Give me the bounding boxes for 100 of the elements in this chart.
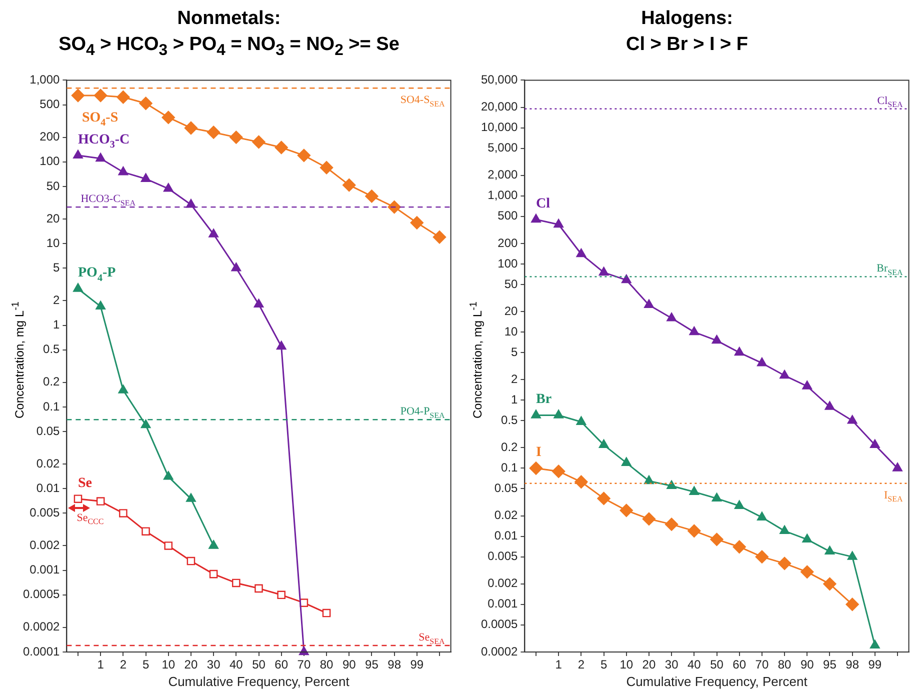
point	[96, 300, 106, 310]
y-tick-label: 0.1	[501, 460, 518, 475]
point	[206, 126, 220, 139]
point	[531, 410, 541, 418]
series-label: Se	[78, 476, 92, 491]
point	[73, 283, 83, 292]
x-tick-label: 50	[252, 658, 266, 672]
x-tick-label: 2	[120, 658, 127, 672]
x-tick-label: 98	[388, 658, 402, 672]
x-tick-label: 70	[297, 658, 311, 672]
x-tick-label: 98	[846, 658, 860, 672]
point	[140, 173, 151, 182]
point	[824, 401, 835, 410]
y-tick-label: 500	[498, 208, 518, 223]
point	[163, 471, 174, 480]
point	[297, 148, 311, 162]
chart-title: Halogens: Cl > Br > I > F	[625, 7, 749, 57]
point	[689, 486, 700, 495]
point	[621, 457, 632, 466]
point	[96, 497, 105, 506]
point	[71, 88, 85, 102]
point	[576, 416, 586, 425]
x-tick-label: 60	[274, 658, 288, 672]
point	[802, 380, 812, 390]
point	[847, 551, 858, 560]
y-tick-label: 0.05	[494, 481, 518, 496]
x-tick-label: 70	[755, 658, 769, 672]
point	[274, 140, 288, 154]
x-tick-label: 5	[600, 658, 608, 672]
point	[208, 228, 218, 238]
y-tick-label: 0.0005	[481, 617, 518, 632]
y-tick-label: 0.2	[43, 374, 60, 389]
y-tick-label: 5,000	[488, 140, 518, 155]
point	[780, 525, 790, 534]
point	[554, 410, 564, 418]
point	[688, 524, 701, 538]
point	[870, 640, 880, 648]
chart-title: Nonmetals: SO$_{4}$ > HCO$_{3}$ > PO$_{4}$ = NO$_{3}$ = NO$_{2}$ >= Se	[58, 8, 400, 59]
y-tick-label: 1	[53, 318, 60, 332]
point	[554, 218, 564, 228]
point	[531, 214, 541, 223]
y-tick-label: 20,000	[481, 100, 518, 114]
series-label: Cl	[536, 196, 550, 212]
y-tick-label: 2,000	[488, 168, 518, 182]
point	[824, 546, 835, 555]
point	[620, 504, 633, 518]
point	[410, 216, 424, 230]
point	[322, 608, 331, 618]
y-tick-label: 0.5	[43, 342, 60, 356]
y-tick-label: 0.2	[501, 440, 518, 454]
y-tick-label: 20	[46, 211, 60, 226]
y-tick-label: 5	[53, 260, 60, 274]
point	[164, 542, 173, 550]
y-tick-label: 1	[511, 392, 518, 406]
x-tick-label: 10	[162, 658, 176, 672]
point	[870, 439, 880, 448]
y-tick-label: 0.05	[36, 424, 60, 438]
y-tick-label: 0.5	[501, 412, 518, 427]
y-tick-label: 50,000	[481, 72, 518, 87]
y-tick-label: 500	[40, 97, 60, 112]
point	[232, 578, 240, 588]
point	[778, 556, 792, 570]
point	[552, 464, 566, 478]
y-tick-label: 100	[498, 256, 518, 270]
point	[74, 494, 82, 503]
series-label: Br	[536, 392, 552, 408]
point	[846, 598, 859, 612]
y-tick-label: 1,000	[488, 188, 518, 202]
point	[574, 475, 588, 488]
y-tick-label: 0.0001	[23, 644, 60, 658]
y-tick-label: 200	[40, 130, 60, 144]
x-tick-label: 40	[687, 658, 702, 672]
point	[598, 439, 609, 448]
point	[118, 166, 128, 176]
y-tick-label: 0.02	[494, 508, 518, 522]
point	[119, 509, 128, 518]
point	[529, 462, 543, 475]
point	[823, 577, 836, 591]
y-tick-label: 0.0002	[481, 644, 518, 658]
x-tick-label: 95	[365, 658, 379, 672]
x-tick-label: 20	[642, 658, 656, 672]
point	[757, 358, 767, 366]
y-tick-label: 0.1	[43, 399, 60, 414]
point	[666, 312, 676, 322]
y-tick-label: 2	[53, 292, 60, 307]
x-tick-label: 2	[578, 658, 585, 672]
y-tick-label: 5	[511, 344, 518, 359]
y-tick-label: 0.01	[494, 528, 518, 543]
y-tick-label: 50	[504, 276, 518, 291]
point	[254, 298, 264, 308]
point	[209, 570, 218, 578]
point	[163, 183, 174, 192]
x-tick-label: 80	[778, 658, 792, 672]
x-tick-label: 80	[320, 658, 334, 672]
y-tick-label: 200	[498, 236, 518, 250]
x-tick-label: 10	[620, 658, 634, 672]
x-tick-label: 99	[868, 658, 882, 672]
point	[597, 492, 610, 506]
point	[342, 178, 356, 192]
point	[734, 346, 744, 356]
